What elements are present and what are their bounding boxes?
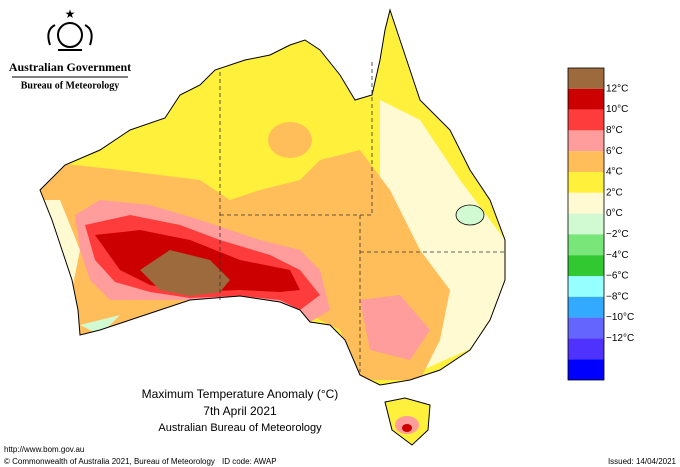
legend-swatch — [568, 109, 604, 131]
emblem: ★ — [47, 7, 93, 51]
legend-label: −4°C — [606, 250, 629, 261]
legend-swatch — [568, 192, 604, 214]
legend-label: 0°C — [606, 208, 623, 219]
map-title: Maximum Temperature Anomaly (°C) — [142, 387, 339, 401]
footer-id: ID code: AWAP — [222, 457, 277, 466]
legend-label: 4°C — [606, 167, 623, 178]
legend-swatch — [568, 317, 604, 339]
footer-copyright: © Commonwealth of Australia 2021, Bureau… — [4, 457, 215, 466]
legend-swatch — [568, 359, 604, 380]
legend-label: −6°C — [606, 271, 629, 282]
header-subtitle: Bureau of Meteorology — [21, 80, 120, 91]
legend-swatch — [568, 255, 604, 276]
legend-swatch — [568, 338, 604, 360]
legend-label: 8°C — [606, 125, 623, 136]
svg-text:★: ★ — [65, 7, 76, 21]
legend-label: −10°C — [606, 312, 634, 323]
map-source: Australian Bureau of Meteorology — [158, 422, 322, 434]
legend-label: 10°C — [606, 104, 628, 115]
legend: 12°C 10°C 8°C 6°C 4°C 2°C 0°C −2°C −4°C −6°C −8°C −… — [567, 67, 634, 381]
australia-map — [39, 9, 506, 446]
map-date: 7th April 2021 — [203, 404, 277, 418]
legend-swatch — [568, 276, 604, 297]
legend-swatch — [568, 68, 604, 89]
legend-label: −8°C — [606, 291, 629, 302]
legend-swatch — [568, 296, 604, 318]
legend-swatch — [568, 151, 604, 172]
legend-label: −12°C — [606, 333, 634, 344]
legend-label: −2°C — [606, 229, 629, 240]
legend-swatch — [568, 88, 604, 110]
legend-swatch — [568, 130, 604, 152]
legend-swatch — [568, 234, 604, 256]
legend-label: 2°C — [606, 187, 623, 198]
footer-url: http://www.bom.gov.au — [4, 445, 84, 454]
legend-frame — [567, 67, 605, 381]
legend-label: 6°C — [606, 146, 623, 157]
footer-issued: Issued: 14/04/2021 — [608, 457, 677, 466]
legend-swatch — [568, 172, 604, 193]
legend-label: 12°C — [606, 83, 628, 94]
header-title: Australian Government — [9, 60, 131, 74]
legend-swatch — [568, 213, 604, 235]
